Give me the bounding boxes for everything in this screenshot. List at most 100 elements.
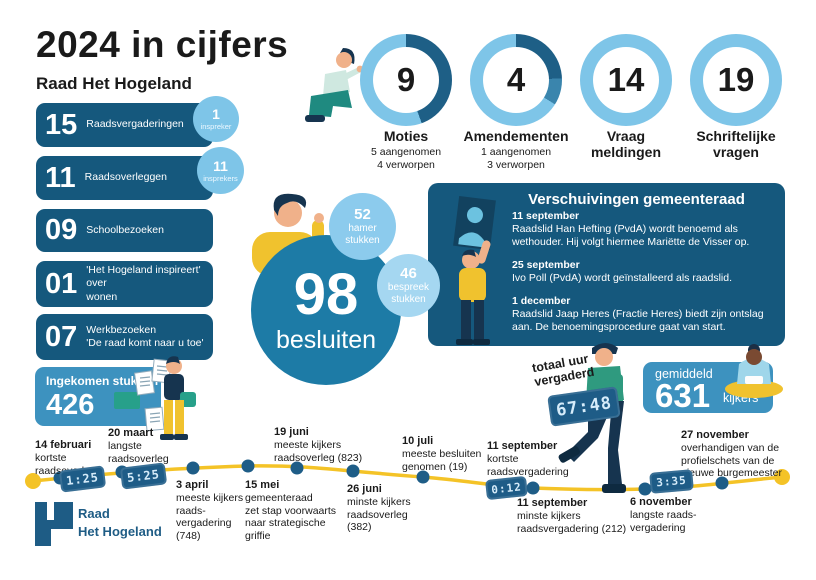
- stat-value: 07: [45, 320, 78, 353]
- bubble-label: bespreek stukken: [387, 282, 430, 305]
- item-date: 11 september: [512, 210, 580, 222]
- donut-moties: 9: [360, 34, 452, 126]
- person-hanging-portrait-illustration: [453, 196, 496, 345]
- event-date: 11 september: [487, 440, 558, 452]
- bubble-hamerstukken: 52 hamer stukken: [329, 193, 396, 260]
- timeline-event-10-juli: 10 juli meeste besluiten genomen (19): [402, 435, 481, 473]
- donut-vraagmeldingen: 14: [580, 34, 672, 126]
- bubble-value: 52: [354, 205, 371, 223]
- donut-value: 19: [717, 61, 755, 98]
- bubble-bespreekstukken: 46 bespreek stukken: [377, 254, 440, 317]
- event-date: 19 juni: [274, 426, 309, 438]
- event-date: 20 maart: [108, 427, 154, 439]
- donut-value: 14: [607, 61, 645, 98]
- event-text: overhandigen van de profielschets van de…: [681, 442, 782, 480]
- stat-bar-werkbezoeken: 07 Werkbezoeken 'De raad komt naar u toe…: [36, 314, 213, 360]
- event-text: kortste raadsvergadering: [487, 453, 569, 478]
- verschuiving-item: 25 september Ivo Poll (PvdA) wordt geïns…: [512, 259, 776, 285]
- besluiten-value: 98: [293, 261, 359, 327]
- event-text: meeste kijkers raadsoverleg (823): [274, 439, 363, 464]
- badge-value: 1: [212, 106, 220, 122]
- event-text: minste kijkers raadsvergadering (212): [517, 510, 627, 535]
- besluiten-circle: 98 besluiten: [251, 235, 401, 385]
- donut-caption-vraagmeldingen: Vraag meldingen: [570, 128, 682, 160]
- event-date: 26 juni: [347, 483, 382, 495]
- donut-sub: 1 aangenomen 3 verworpen: [480, 146, 552, 172]
- verschuivingen-panel: Verschuivingen gemeenteraad 11 september…: [428, 183, 785, 346]
- raad-het-hogeland-logo-text: Raad Het Hogeland: [78, 506, 162, 539]
- donut-caption-amendementen: Amendementen 1 aangenomen 3 verworpen: [460, 128, 572, 172]
- donut-label: Vraag meldingen: [590, 128, 661, 161]
- clock-langste-raadsvergadering: 3:35: [649, 469, 694, 494]
- stat-bar-hogeland-inspireert: 01 'Het Hogeland inspireert' over wonen: [36, 261, 213, 307]
- stat-label: 'Het Hogeland inspireert' over wonen: [86, 264, 201, 303]
- event-date: 11 september: [517, 497, 588, 509]
- stat-bar-raadsoverleggen: 11 Raadsoverleggen: [36, 156, 213, 200]
- event-date: 15 mei: [245, 479, 280, 491]
- donut-schriftelijke-vragen: 19: [690, 34, 782, 126]
- event-date: 27 november: [681, 429, 749, 441]
- donut-label: Moties: [383, 128, 429, 144]
- event-text: minste kijkers raadsoverleg (382): [347, 496, 411, 534]
- besluiten-label: besluiten: [275, 325, 377, 354]
- stat-label: Raadsoverleggen: [84, 171, 167, 184]
- stat-label: Raadsvergaderingen: [86, 118, 184, 131]
- badge-label: inspreker: [200, 122, 232, 131]
- event-date: 3 april: [176, 479, 209, 491]
- timeline-event-15-mei: 15 mei gemeenteraad zet stap voorwaarts …: [245, 479, 336, 543]
- badge-label: insprekers: [203, 173, 238, 183]
- page-subtitle: Raad Het Hogeland: [36, 74, 192, 93]
- ingekomen-value: 426: [46, 389, 95, 421]
- event-text: meeste kijkers raads- vergadering (748): [176, 492, 244, 542]
- timeline-event-11-september-kortste: 11 september kortste raadsvergadering: [487, 440, 569, 478]
- clock-kortste-raadsoverleg: 1:25: [58, 465, 107, 493]
- kijkers-label-top: gemiddeld: [655, 367, 713, 381]
- raad-het-hogeland-logo-mark: [35, 502, 73, 546]
- event-text: meeste besluiten genomen (19): [402, 448, 482, 473]
- donut-value: 9: [396, 61, 416, 98]
- page-title: 2024 in cijfers: [36, 24, 289, 65]
- donut-value: 4: [506, 61, 526, 98]
- item-date: 25 september: [512, 259, 580, 271]
- stat-value: 11: [45, 161, 76, 194]
- event-text: langste raadsoverleg: [108, 440, 169, 465]
- badge-insprekers: 11 insprekers: [197, 147, 244, 194]
- clock-kortste-raadsvergadering: 0:12: [485, 475, 528, 501]
- kijkers-value: 631: [655, 377, 711, 414]
- stat-label: Werkbezoeken 'De raad komt naar u toe': [86, 323, 204, 349]
- event-text: langste raads- vergadering: [630, 509, 697, 534]
- event-date: 10 juli: [402, 435, 434, 447]
- badge-value: 11: [213, 157, 228, 174]
- donut-amendementen: 4: [470, 34, 562, 126]
- person-with-documents-illustration: [114, 356, 196, 440]
- clock-langste-raadsoverleg: 5:25: [119, 462, 168, 490]
- donut-caption-schriftelijke-vragen: Schriftelijke vragen: [680, 128, 792, 160]
- panel-title: Verschuivingen gemeenteraad: [528, 191, 745, 208]
- item-text: Raadslid Han Hefting (PvdA) wordt benoem…: [512, 223, 750, 249]
- item-date: 1 december: [512, 295, 571, 307]
- event-text: gemeenteraad zet stap voorwaarts naar st…: [245, 492, 337, 542]
- timeline-event-3-april: 3 april meeste kijkers raads- vergaderin…: [176, 479, 243, 543]
- timeline-event-27-november: 27 november overhandigen van de profiels…: [681, 429, 782, 480]
- stat-value: 15: [45, 108, 78, 141]
- donut-caption-moties: Moties 5 aangenomen 4 verworpen: [350, 128, 462, 172]
- donut-sub: 5 aangenomen 4 verworpen: [370, 146, 442, 172]
- verschuiving-item: 11 september Raadslid Han Hefting (PvdA)…: [512, 210, 776, 249]
- ingekomen-label: Ingekomen stukken: [46, 374, 159, 388]
- stat-bar-raadsvergaderingen: 15 Raadsvergaderingen: [36, 103, 213, 147]
- item-text: Ivo Poll (PvdA) wordt geïnstalleerd als …: [512, 272, 733, 285]
- donut-label: Schriftelijke vragen: [696, 128, 776, 161]
- timeline-event-6-november: 6 november langste raads- vergadering: [630, 496, 697, 534]
- timeline-event-20-maart: 20 maart langste raadsoverleg: [108, 427, 169, 465]
- timeline-event-26-juni: 26 juni minste kijkers raadsoverleg (382…: [347, 483, 411, 534]
- donut-label: Amendementen: [463, 128, 569, 144]
- stat-bar-schoolbezoeken: 09 Schoolbezoeken: [36, 209, 213, 252]
- verschuiving-item: 1 december Raadslid Jaap Heres (Fractie …: [512, 295, 776, 334]
- kneeling-person-illustration: [305, 48, 364, 122]
- stat-value: 01: [45, 267, 78, 300]
- stat-label: Schoolbezoeken: [86, 223, 164, 236]
- timeline-event-19-juni: 19 juni meeste kijkers raadsoverleg (823…: [274, 426, 362, 464]
- bubble-label: hamer stukken: [345, 223, 380, 246]
- timeline-event-11-september-minste: 11 september minste kijkers raadsvergade…: [517, 497, 626, 535]
